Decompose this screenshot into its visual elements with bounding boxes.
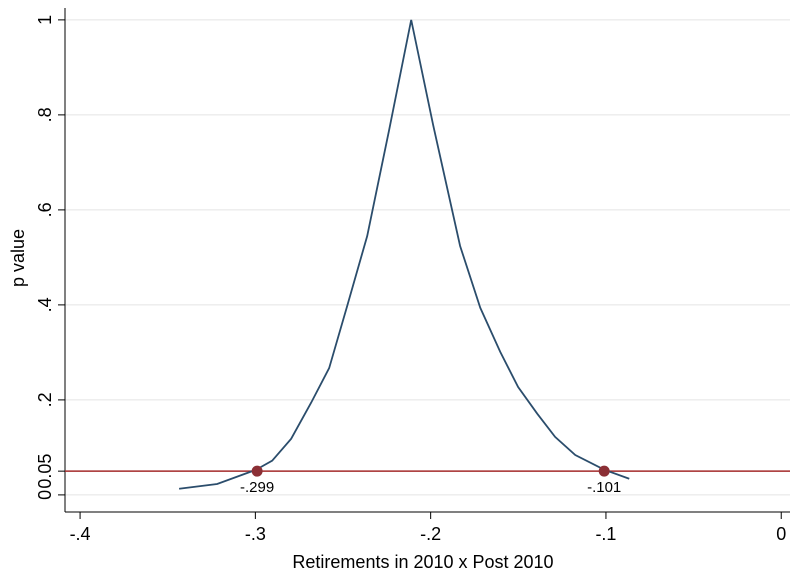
marker <box>251 465 263 477</box>
x-tick-label: -.2 <box>420 524 441 544</box>
marker-label: -.101 <box>587 479 621 496</box>
y-tick-label: .8 <box>35 107 55 122</box>
x-tick-label: -.3 <box>245 524 266 544</box>
y-tick-label: .6 <box>35 202 55 217</box>
x-tick-label: -.1 <box>595 524 616 544</box>
y-tick-label: .2 <box>35 392 55 407</box>
y-tick-label: 0 <box>35 490 55 500</box>
y-tick-label: 0.05 <box>35 454 55 489</box>
x-tick-label: -.4 <box>70 524 91 544</box>
marker-label: -.299 <box>240 479 274 496</box>
y-axis-title: p value <box>8 229 28 287</box>
marker <box>598 465 610 477</box>
y-tick-label: 1 <box>35 15 55 25</box>
x-tick-label: 0 <box>776 524 786 544</box>
x-axis-title: Retirements in 2010 x Post 2010 <box>292 552 553 572</box>
y-tick-label: .4 <box>35 297 55 312</box>
line <box>179 19 630 490</box>
